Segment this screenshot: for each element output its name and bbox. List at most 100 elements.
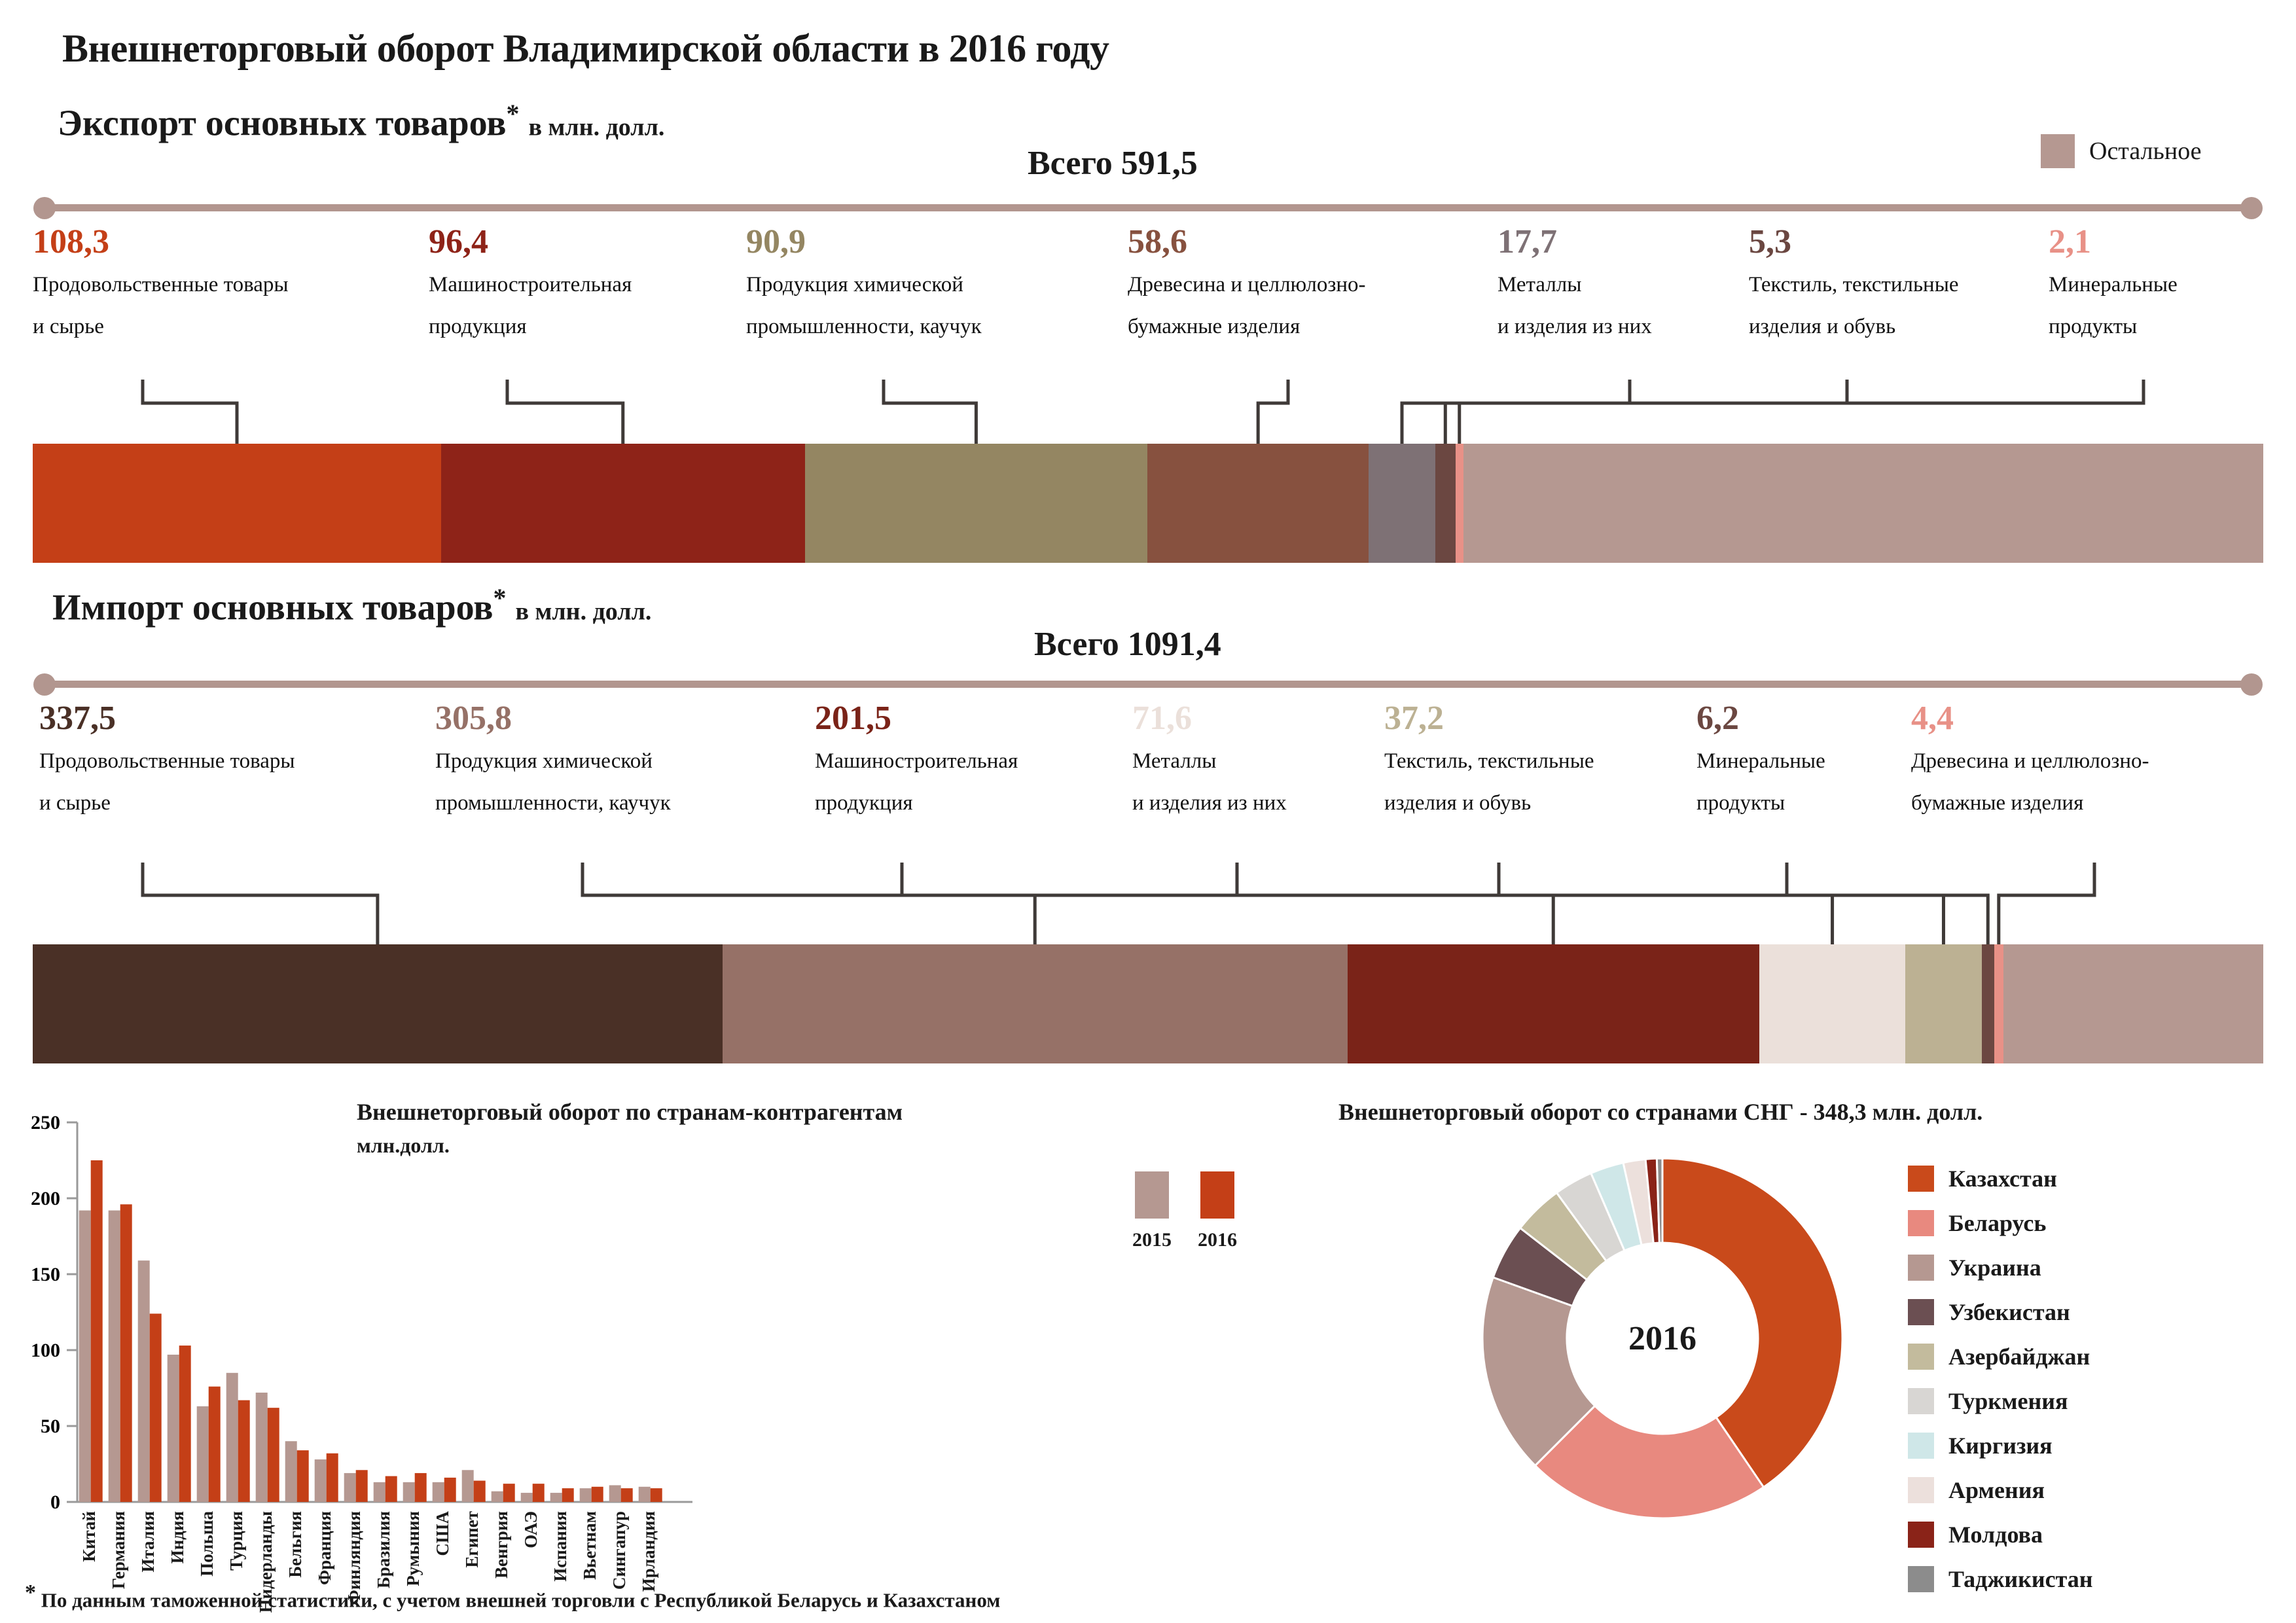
bar-segment <box>2003 944 2263 1063</box>
y-tick-label: 200 <box>31 1188 60 1209</box>
donut-svg <box>1481 1157 1844 1520</box>
category-label-line1: Древесина и целлюлозно- <box>1128 273 1366 296</box>
import-leader-lines <box>141 863 2096 948</box>
category-value: 4,4 <box>1911 700 1954 737</box>
category-column: 37,2 Текстиль, текстильные изделия и обувь <box>1384 699 1685 818</box>
category-label-line1: Текстиль, текстильные <box>1749 273 1959 296</box>
legend-color-swatch <box>1908 1344 1934 1370</box>
bar-rect <box>296 1450 309 1502</box>
bar-segment <box>804 444 1148 563</box>
legend-label: Азербайджан <box>1948 1344 2090 1370</box>
legend-label: Беларусь <box>1948 1210 2047 1236</box>
export-title-star: * <box>506 99 520 128</box>
bar-segment <box>1994 944 2003 1063</box>
category-column: 5,3 Текстиль, текстильные изделия и обувь <box>1749 223 2047 342</box>
category-label-line1: Продовольственные товары <box>39 749 295 773</box>
category-value: 305,8 <box>435 700 512 737</box>
bar-rect <box>196 1406 209 1502</box>
category-column: 6,2 Минеральные продукты <box>1696 699 1899 818</box>
category-column: 4,4 Древесина и целлюлозно-бумажные издел… <box>1911 699 2278 818</box>
footnote: * По данным таможенной статистики, с уче… <box>25 1580 1000 1612</box>
bar-segment <box>1759 944 1906 1063</box>
x-category-label: Испания <box>550 1511 570 1582</box>
axis-cap-right <box>2240 197 2263 219</box>
export-stacked-bar <box>33 444 2263 563</box>
bar-rect <box>579 1488 592 1502</box>
legend-color-swatch <box>1908 1433 1934 1459</box>
bar-legend-item: 2016 <box>1198 1171 1237 1251</box>
donut-slice <box>1655 1157 1664 1244</box>
leader-line <box>141 380 239 452</box>
category-label-line1: Древесина и целлюлозно- <box>1911 749 2149 773</box>
import-title-star: * <box>493 583 507 613</box>
bar-rect <box>255 1392 268 1502</box>
bar-rect <box>650 1488 662 1502</box>
bar-rect <box>167 1354 179 1502</box>
bar-rect <box>385 1476 397 1502</box>
x-category-label: Польша <box>196 1511 217 1577</box>
category-label-line2: и сырье <box>33 314 104 338</box>
leader-line <box>1443 380 1849 452</box>
import-axis-line <box>33 673 2263 696</box>
leader-line <box>1400 380 1632 452</box>
bar-segment <box>1981 944 1994 1063</box>
bar-chart-subtitle: млн.долл. <box>357 1133 450 1157</box>
category-label-line1: Текстиль, текстильные <box>1384 749 1594 773</box>
category-label-line1: Минеральные <box>1696 749 1825 773</box>
leader-line <box>1497 863 1945 948</box>
legend-label-other: Остальное <box>2089 137 2202 165</box>
legend-color-swatch <box>1135 1171 1169 1219</box>
category-value: 96,4 <box>429 223 488 260</box>
bar-segment <box>33 444 441 563</box>
donut-legend-item: Беларусь <box>1908 1209 2093 1237</box>
export-leader-lines <box>141 380 2145 452</box>
export-axis-line <box>33 197 2263 219</box>
leader-line <box>900 863 1555 948</box>
x-category-label: Вьетнам <box>579 1511 600 1580</box>
bar-rect <box>314 1459 327 1502</box>
legend-color-swatch <box>2041 134 2075 168</box>
y-tick-label: 50 <box>41 1416 60 1437</box>
category-column: 96,4 Машиностроительная продукция <box>429 223 743 342</box>
category-label-line1: Машиностроительная <box>815 749 1018 773</box>
legend-label: Армения <box>1948 1477 2045 1503</box>
bar-rect <box>620 1488 633 1502</box>
bar-rect <box>208 1386 221 1502</box>
x-category-label: ОАЭ <box>520 1511 541 1548</box>
bar-rect <box>414 1472 427 1502</box>
x-category-label: Турция <box>226 1511 246 1571</box>
x-category-label: Германия <box>108 1511 128 1590</box>
export-label-columns: 108,3 Продовольственные товары и сырье 96,4… <box>0 223 2296 380</box>
footnote-text: По данным таможенной статистики, с учето… <box>41 1588 1001 1612</box>
category-label-line2: и сырье <box>39 791 111 815</box>
bar-rect <box>591 1486 603 1502</box>
bar-rect <box>491 1491 503 1502</box>
category-label-line2: продукция <box>815 791 913 815</box>
footnote-star: * <box>25 1580 36 1605</box>
export-title-units: в млн. долл. <box>528 113 665 141</box>
legend-color-swatch <box>1908 1477 1934 1503</box>
category-column: 17,7 Металлы и изделия из них <box>1498 223 1746 342</box>
axis-cap-left <box>33 197 56 219</box>
bar-rect <box>550 1493 562 1502</box>
legend-color-swatch <box>1908 1566 1934 1592</box>
x-category-label: Бразилия <box>373 1511 393 1589</box>
donut-legend-item: Киргизия <box>1908 1432 2093 1459</box>
legend-label: Киргизия <box>1948 1433 2053 1459</box>
donut-center-label: 2016 <box>1628 1319 1696 1357</box>
bar-segment <box>1347 944 1759 1063</box>
bar-rect <box>137 1260 150 1502</box>
import-label-columns: 337,5 Продовольственные товары и сырье 305,… <box>0 699 2296 863</box>
x-category-label: Франция <box>314 1511 334 1585</box>
x-category-label: Италия <box>137 1511 158 1573</box>
bar-rect <box>226 1372 238 1502</box>
leader-line <box>141 863 380 948</box>
category-label-line2: бумажные изделия <box>1911 791 2084 815</box>
import-section-title: Импорт основных товаров* в млн. долл. <box>52 582 651 629</box>
x-category-label: Египет <box>461 1511 482 1568</box>
x-category-label: Бельгия <box>285 1511 305 1578</box>
x-category-label: Ирландия <box>638 1511 658 1592</box>
donut-legend-item: Узбекистан <box>1908 1298 2093 1326</box>
import-total: Всего 1091,4 <box>1034 626 1221 663</box>
bar-rect <box>90 1160 103 1502</box>
